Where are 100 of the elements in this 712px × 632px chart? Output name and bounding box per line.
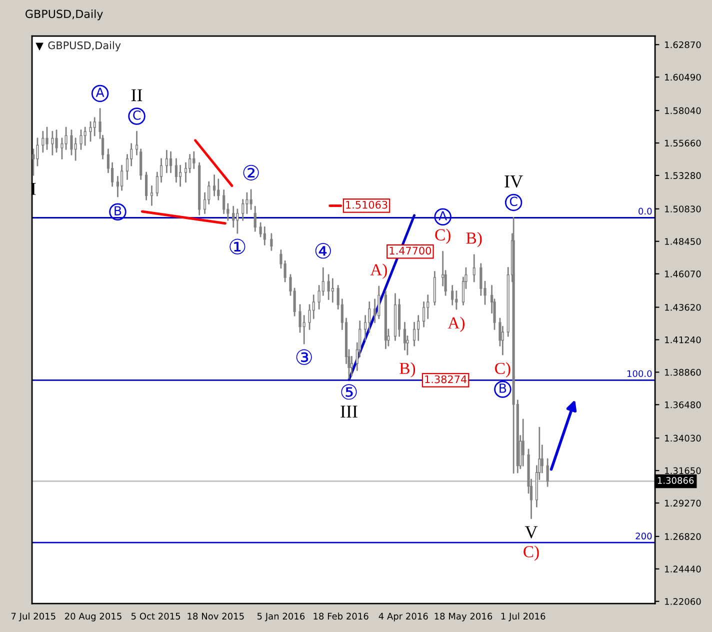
- candlestick: [120, 164, 124, 191]
- candlestick: [32, 148, 35, 176]
- annotation: A: [96, 88, 104, 97]
- candlestick: [46, 126, 48, 150]
- annotation: C): [524, 546, 539, 561]
- candlestick: [60, 138, 64, 160]
- x-tick-label: 18 Feb 2016: [314, 612, 368, 620]
- annotation: II: [131, 89, 142, 102]
- x-tick-label: 1 Jul 2016: [501, 612, 546, 622]
- annotation: B: [114, 206, 122, 216]
- chart-title: GBPUSD,Daily: [26, 9, 103, 20]
- candlestick: [222, 189, 226, 214]
- candlestick: [246, 192, 248, 214]
- candlestick: [236, 208, 239, 234]
- candlestick: [546, 458, 549, 487]
- annotation: C: [133, 110, 140, 120]
- ref-line-label: 1.30866: [658, 477, 694, 484]
- candlestick: [192, 151, 196, 170]
- annotation: 0.0: [638, 208, 652, 215]
- candlestick: [522, 418, 524, 466]
- y-tick-label: 1.31650: [665, 467, 701, 474]
- annotation: C): [435, 228, 450, 244]
- y-tick-label: 1.36480: [665, 401, 701, 408]
- candlestick: [36, 138, 39, 166]
- candlestick: [70, 129, 73, 156]
- annotation: IV: [504, 176, 523, 188]
- candlestick: [232, 206, 235, 228]
- x-tick-label: 4 Apr 2016: [378, 612, 428, 622]
- annotation: B): [466, 232, 482, 248]
- candlestick: [480, 263, 482, 296]
- chart-subtitle: GBPUSD,Daily: [48, 41, 121, 52]
- x-tick-label: 5 Oct 2015: [131, 612, 180, 620]
- candlestick: [250, 189, 252, 210]
- y-tick-label: 1.43620: [665, 304, 701, 311]
- candlestick: [455, 290, 458, 310]
- y-tick-label: 1.62870: [665, 41, 701, 48]
- candlestick: [80, 129, 82, 150]
- y-tick-label: 1.60490: [665, 74, 701, 81]
- annotation: 200: [636, 532, 652, 540]
- candlestick: [51, 130, 54, 156]
- candlestick: [426, 294, 430, 320]
- annotation: C): [495, 362, 510, 378]
- y-tick-label: 1.58040: [665, 107, 701, 114]
- x-tick-label: 7 Jul 2015: [11, 612, 56, 622]
- candlestick: [412, 322, 416, 346]
- annotation: A): [370, 264, 387, 279]
- candlestick: [179, 164, 182, 187]
- candlestick: [422, 301, 426, 328]
- candlestick: [298, 304, 302, 333]
- y-tick-label: 1.26820: [665, 533, 701, 540]
- y-tick-label: 1.46070: [665, 270, 701, 278]
- annotation: III: [340, 406, 358, 418]
- x-tick-label: 18 May 2016: [434, 612, 492, 622]
- candlestick: [451, 284, 454, 306]
- annotation: 1.38274: [425, 375, 467, 384]
- annotation: B: [500, 384, 506, 393]
- annotation: V: [524, 526, 538, 538]
- candlestick: [64, 126, 68, 150]
- candlestick: [165, 150, 168, 174]
- candlestick: [331, 278, 334, 303]
- candlestick: [242, 199, 244, 221]
- candlestick: [213, 174, 216, 196]
- candlestick: [308, 304, 311, 330]
- candlestick: [259, 222, 262, 238]
- candlestick: [472, 254, 476, 282]
- candlestick: [368, 301, 371, 333]
- candlestick: [327, 274, 330, 300]
- candlestick: [145, 172, 148, 200]
- candlestick: [417, 315, 420, 341]
- y-tick-label: 1.38860: [665, 368, 701, 376]
- candlestick: [135, 130, 138, 156]
- candlestick: [184, 162, 188, 183]
- y-tick-label: 1.50830: [665, 206, 701, 212]
- candlestick: [169, 151, 172, 174]
- candlestick: [174, 158, 178, 183]
- candlestick: [302, 315, 306, 344]
- candlestick: [318, 284, 320, 310]
- candlestick: [217, 178, 220, 200]
- candlestick: [89, 121, 92, 142]
- annotation: ①: [230, 238, 246, 254]
- y-tick-label: 1.29270: [665, 500, 701, 507]
- y-tick-label: 1.34030: [665, 434, 701, 442]
- candlestick: [263, 226, 266, 246]
- candlestick: [55, 129, 58, 153]
- candlestick: [140, 148, 142, 180]
- annotation: ④: [315, 243, 331, 259]
- annotation: B): [400, 362, 416, 378]
- candlestick: [42, 130, 44, 153]
- annotation: 1.47700: [390, 246, 432, 255]
- annotation: A): [448, 316, 465, 332]
- annotation: ②: [243, 164, 259, 180]
- candlestick: [150, 185, 154, 206]
- candlestick: [254, 206, 256, 232]
- y-tick-label: 1.48450: [665, 238, 701, 245]
- candlestick: [93, 117, 96, 136]
- candlestick: [188, 154, 192, 174]
- annotation: ③: [296, 349, 312, 365]
- annotation: ⑤: [341, 384, 357, 400]
- candlestick: [378, 286, 380, 320]
- y-tick-label: 1.41240: [665, 336, 701, 344]
